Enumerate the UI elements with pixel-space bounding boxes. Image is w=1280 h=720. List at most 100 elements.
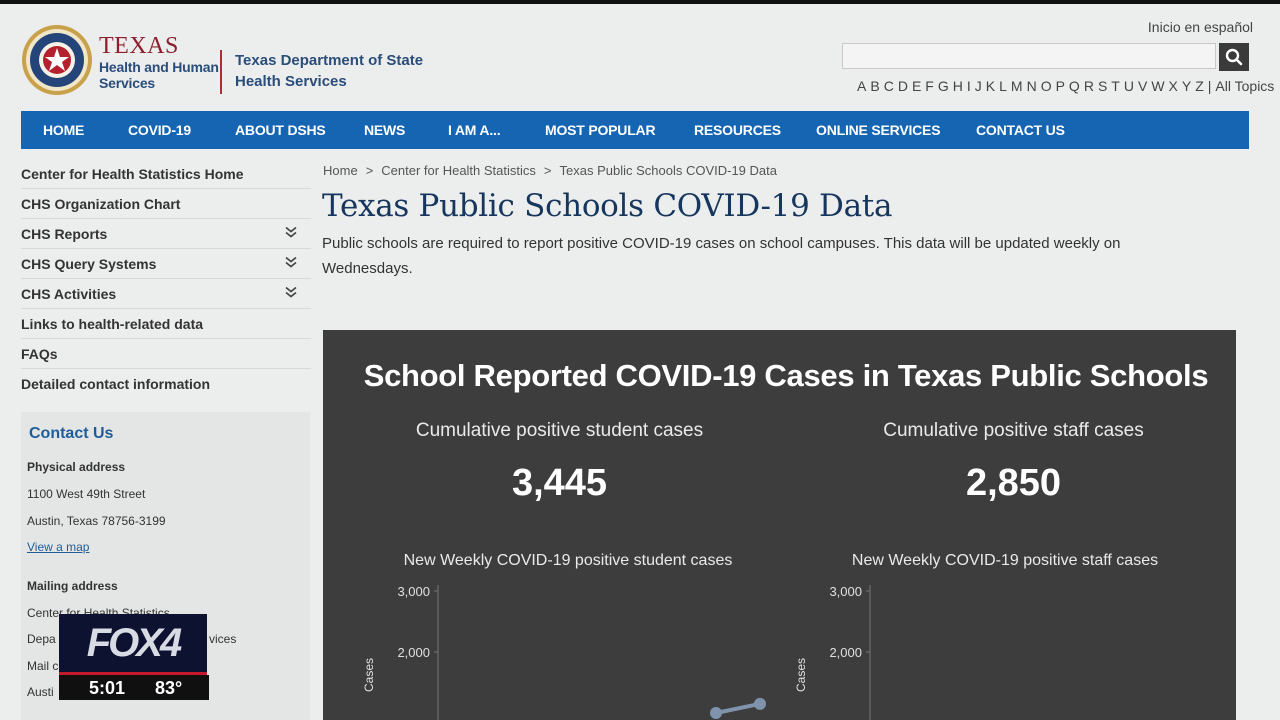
overlay-info-bar: 5:01 83° — [59, 675, 209, 700]
hhs-logo-line2: Health and Human — [99, 59, 219, 75]
page-description: Public schools are required to report po… — [322, 235, 1121, 277]
sidebar-item-label: CHS Activities — [21, 286, 117, 302]
view-map-link[interactable]: View a map — [27, 540, 90, 554]
nav-i-am-a[interactable]: I AM A... — [448, 122, 501, 138]
sidebar-item-label: Links to health-related data — [21, 316, 204, 332]
az-letter-x[interactable]: X — [1168, 78, 1178, 94]
student-kpi-label: Cumulative positive student cases — [415, 420, 704, 441]
az-letter-g[interactable]: G — [937, 78, 949, 94]
breadcrumb-current: Texas Public Schools COVID-19 Data — [559, 163, 777, 178]
sidebar-item-label: CHS Organization Chart — [21, 196, 181, 212]
dshs-logo-line1[interactable]: Texas Department of State — [235, 52, 424, 69]
az-letter-c[interactable]: C — [883, 78, 894, 94]
az-letter-j[interactable]: J — [974, 78, 982, 94]
nav-news[interactable]: NEWS — [364, 122, 406, 138]
top-border — [0, 0, 1280, 4]
az-letter-n[interactable]: N — [1026, 78, 1037, 94]
page-title: Texas Public Schools COVID-19 Data — [322, 188, 893, 224]
staff-kpi-value: 2,850 — [965, 462, 1062, 504]
student-cases-chart[interactable]: 3,000 2,000 Cases — [353, 575, 773, 720]
chevron-double-down-icon[interactable] — [285, 226, 297, 238]
mailing-address-line2: Depa — [27, 632, 56, 646]
nav-contact-us[interactable]: CONTACT US — [976, 122, 1065, 138]
station-logo-text: FOX4 — [86, 621, 183, 665]
breadcrumb-chs[interactable]: Center for Health Statistics — [381, 163, 536, 178]
breadcrumb-separator: > — [365, 163, 374, 178]
all-topics-link[interactable]: All Topics — [1215, 78, 1275, 94]
spanish-link[interactable]: Inicio en español — [1147, 19, 1253, 35]
overlay-temperature: 83° — [155, 678, 183, 698]
az-letter-v[interactable]: V — [1137, 78, 1148, 94]
y-tick-label: 2,000 — [829, 645, 862, 660]
az-letter-m[interactable]: M — [1010, 78, 1023, 94]
data-point[interactable] — [710, 707, 722, 719]
mailing-address-line2-end: vices — [209, 632, 237, 646]
dashboard-title: School Reported COVID-19 Cases in Texas … — [363, 358, 1209, 393]
az-letter-s[interactable]: S — [1097, 78, 1108, 94]
sidebar-item-chs-home[interactable]: Center for Health Statistics Home — [21, 160, 311, 189]
sidebar-item-health-links[interactable]: Links to health-related data — [21, 310, 311, 339]
y-axis-label: Cases — [362, 658, 376, 692]
sidebar-item-contact-info[interactable]: Detailed contact information — [21, 370, 311, 399]
az-letter-i[interactable]: I — [966, 78, 971, 94]
logo-divider — [220, 50, 222, 94]
breadcrumb-separator: > — [543, 163, 552, 178]
dshs-logo-line2[interactable]: Health Services — [235, 73, 347, 90]
physical-address-line2: Austin, Texas 78756-3199 — [27, 514, 166, 528]
az-letter-k[interactable]: K — [985, 78, 996, 94]
student-chart-title: New Weekly COVID-19 positive student cas… — [403, 552, 733, 569]
chevron-double-down-icon[interactable] — [285, 286, 297, 298]
az-letter-d[interactable]: D — [897, 78, 908, 94]
az-letter-b[interactable]: B — [870, 78, 880, 94]
nav-about-dshs[interactable]: ABOUT DSHS — [235, 122, 326, 138]
sidebar-item-label: CHS Reports — [21, 226, 108, 242]
sidebar-item-org-chart[interactable]: CHS Organization Chart — [21, 190, 311, 219]
sidebar-item-chs-reports[interactable]: CHS Reports — [21, 220, 311, 249]
hhs-logo-line3: Services — [99, 75, 156, 91]
overlay-red-line — [59, 672, 207, 675]
az-letter-r[interactable]: R — [1083, 78, 1094, 94]
staff-chart-title: New Weekly COVID-19 positive staff cases — [851, 552, 1159, 569]
texas-seal-logo[interactable] — [21, 24, 93, 96]
mailing-address-line3: Mail c — [27, 659, 59, 673]
mailing-address-label: Mailing address — [27, 579, 118, 593]
y-tick-label: 3,000 — [397, 584, 430, 599]
sidebar-item-activities[interactable]: CHS Activities — [21, 280, 311, 309]
search-input[interactable] — [842, 43, 1216, 69]
az-letter-p[interactable]: P — [1055, 78, 1065, 94]
search-icon — [1225, 48, 1243, 66]
physical-address-line1: 1100 West 49th Street — [27, 487, 146, 501]
az-letter-w[interactable]: W — [1151, 78, 1165, 94]
az-letter-a[interactable]: A — [857, 78, 867, 94]
az-letter-z[interactable]: Z — [1195, 78, 1204, 94]
az-letter-t[interactable]: T — [1111, 78, 1120, 94]
az-letter-f[interactable]: F — [925, 78, 934, 94]
az-letter-e[interactable]: E — [911, 78, 922, 94]
data-point[interactable] — [754, 697, 766, 710]
chevron-double-down-icon[interactable] — [285, 256, 297, 268]
az-letter-y[interactable]: Y — [1181, 78, 1192, 94]
az-letter-u[interactable]: U — [1123, 78, 1134, 94]
nav-most-popular[interactable]: MOST POPULAR — [545, 122, 656, 138]
nav-covid-19[interactable]: COVID-19 — [128, 122, 191, 138]
contact-us-title: Contact Us — [29, 425, 114, 442]
staff-cases-chart[interactable]: 3,000 2,000 Cases — [785, 575, 1205, 720]
sidebar-item-label: CHS Query Systems — [21, 256, 157, 272]
az-separator: | — [1207, 78, 1212, 94]
sidebar-item-faqs[interactable]: FAQs — [21, 340, 311, 369]
az-index: A B C D E F G H I J K L M N O P Q R S T U V W X Y Z | All Topics — [857, 78, 1278, 94]
az-letter-h[interactable]: H — [952, 78, 963, 94]
nav-online-services[interactable]: ONLINE SERVICES — [816, 122, 941, 138]
nav-home[interactable]: HOME — [43, 122, 85, 138]
search-button[interactable] — [1219, 43, 1249, 71]
az-letter-l[interactable]: L — [999, 78, 1007, 94]
az-letter-q[interactable]: Q — [1068, 78, 1080, 94]
staff-kpi-label: Cumulative positive staff cases — [883, 420, 1144, 441]
az-letter-o[interactable]: O — [1040, 78, 1052, 94]
sidebar-item-query-systems[interactable]: CHS Query Systems — [21, 250, 311, 279]
y-tick-label: 2,000 — [397, 645, 430, 660]
nav-resources[interactable]: RESOURCES — [694, 122, 781, 138]
covid-dashboard[interactable]: School Reported COVID-19 Cases in Texas … — [323, 330, 1236, 720]
breadcrumb-home[interactable]: Home — [323, 163, 358, 178]
overlay-time: 5:01 — [89, 678, 126, 698]
